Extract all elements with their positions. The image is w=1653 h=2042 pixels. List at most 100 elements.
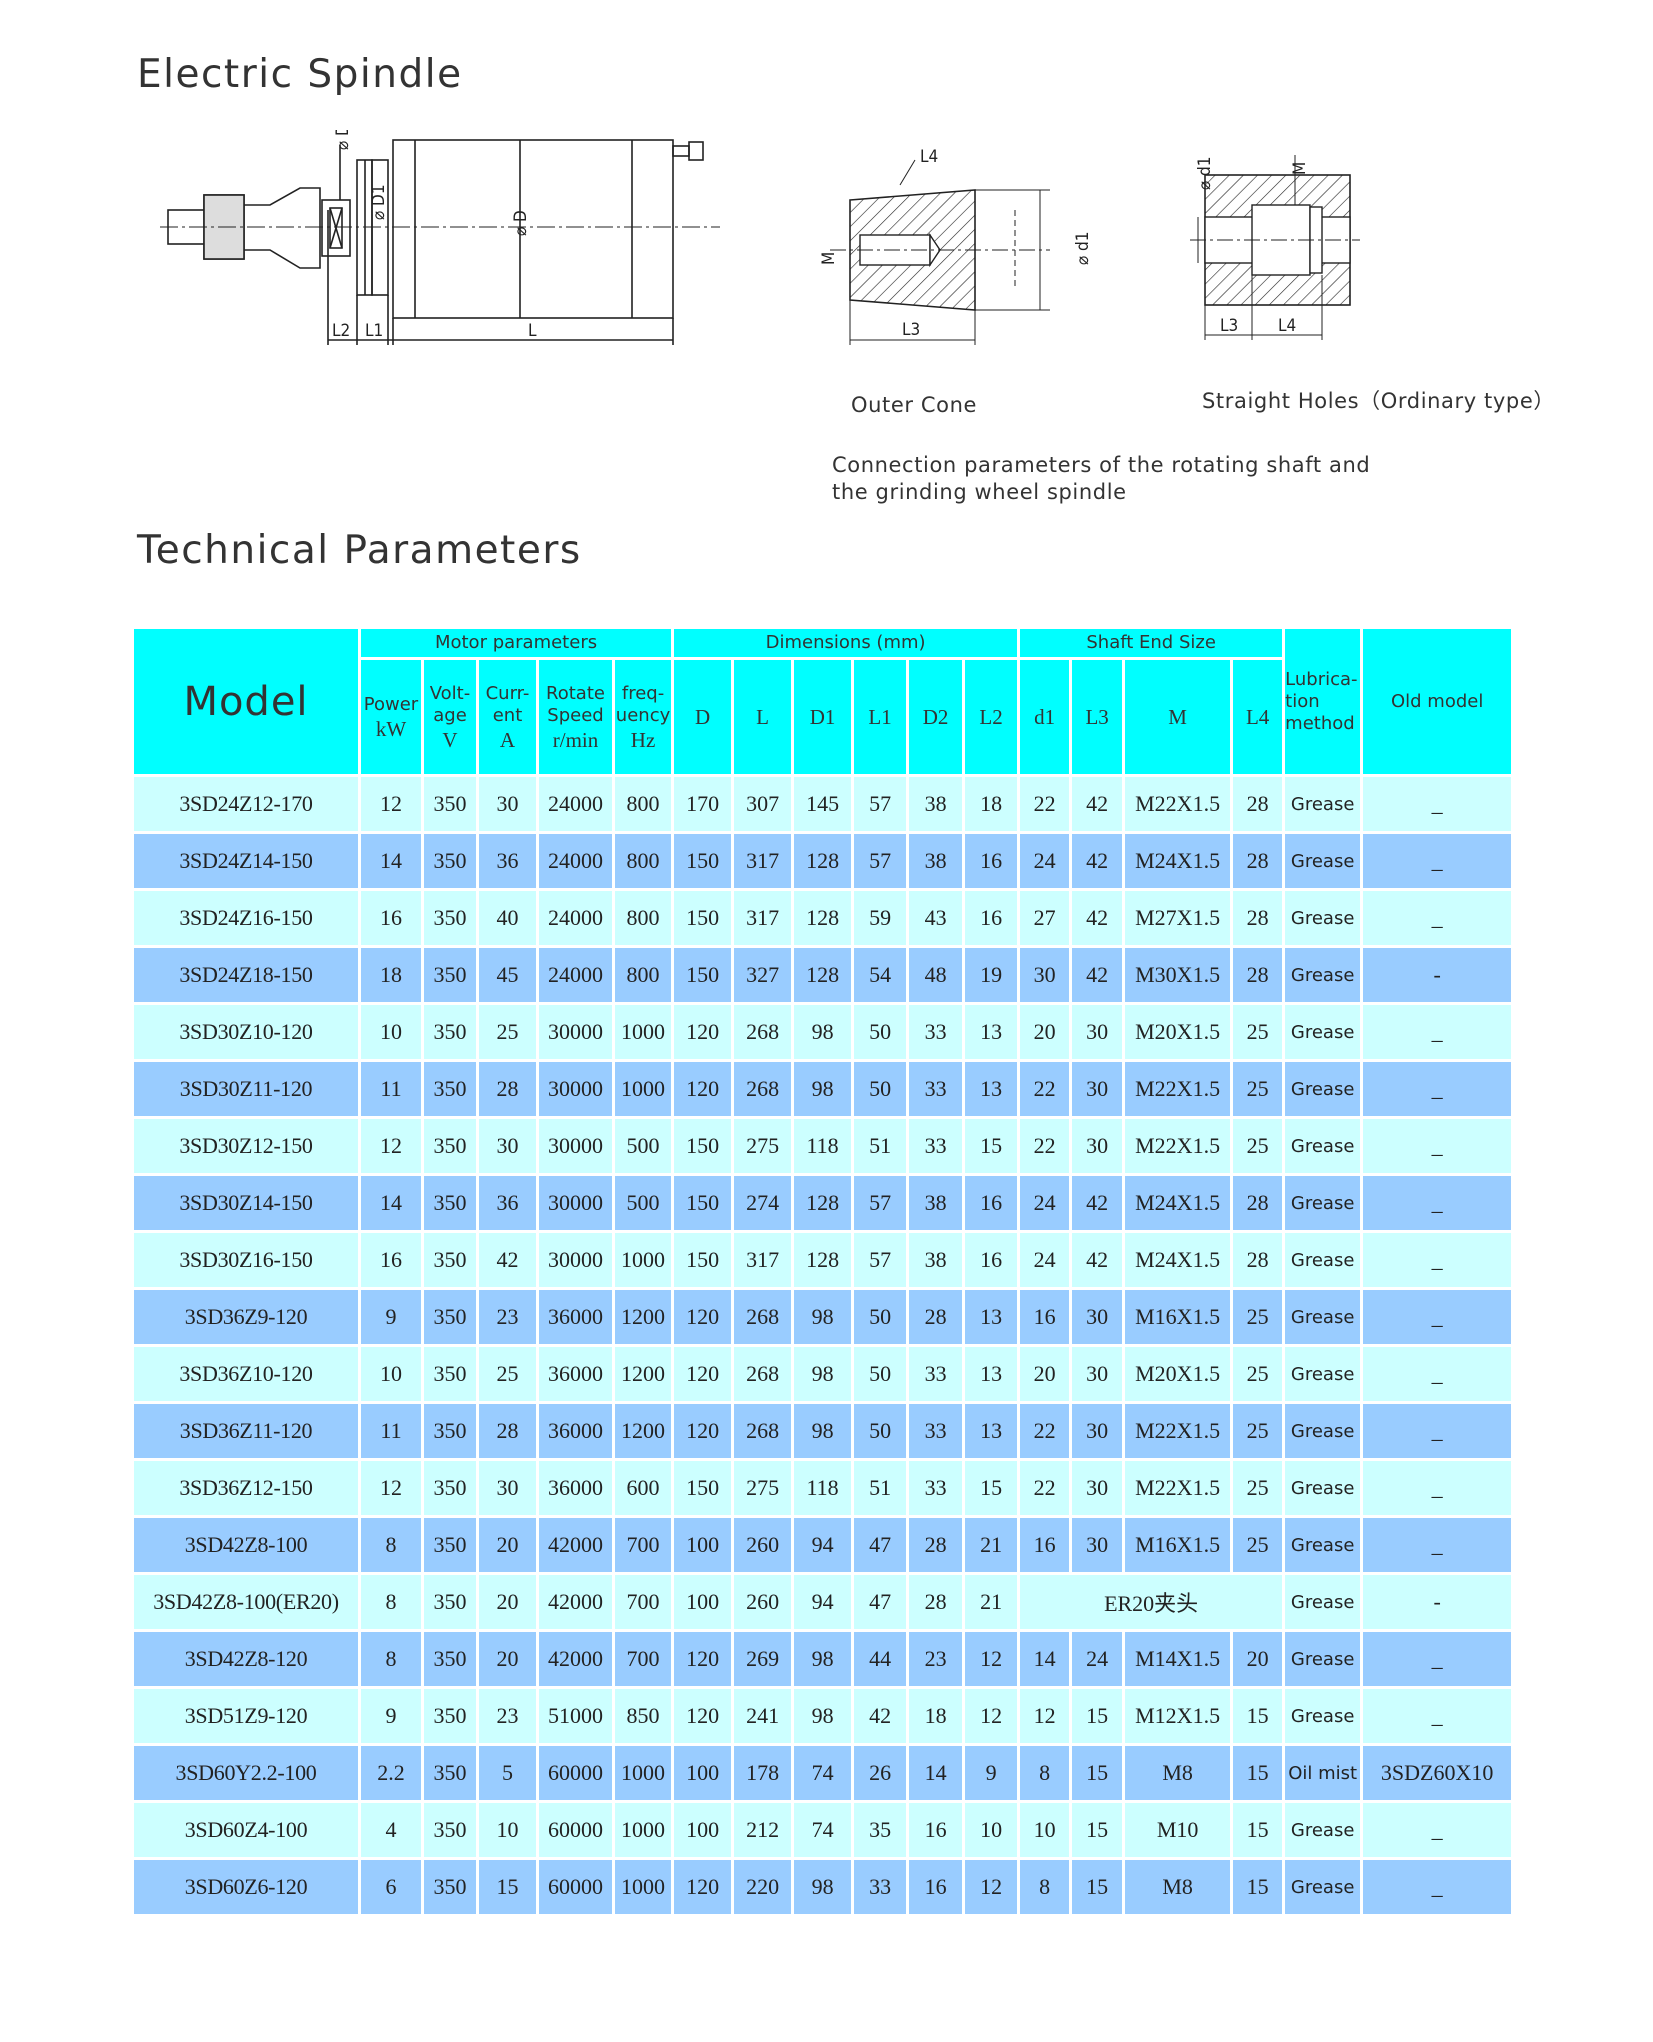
cell-L1: 54 [851, 945, 910, 1005]
table-row: 3SD60Z6-120 6 350 15 60000 1000 120 220 98 33 16 12… [131, 1857, 1515, 1917]
cell-L2: 16 [962, 1173, 1021, 1233]
cell-frequency: 1000 [611, 1743, 675, 1803]
cell-power: 9 [358, 1287, 424, 1347]
cell-model: 3SD30Z11-120 [131, 1059, 361, 1119]
cell-d1: 22 [1017, 1059, 1073, 1119]
cell-model: 3SD36Z10-120 [131, 1344, 361, 1404]
cell-power: 11 [358, 1059, 424, 1119]
cell-L4: 15 [1230, 1686, 1286, 1746]
cell-d1: 22 [1017, 1458, 1073, 1518]
cell-D1: 98 [791, 1401, 855, 1461]
cell-power: 14 [358, 1173, 424, 1233]
cell-L4: 20 [1230, 1629, 1286, 1689]
cell-D2: 16 [906, 1857, 966, 1917]
cell-old-model: _ [1360, 1287, 1515, 1347]
cell-current: 30 [476, 1116, 539, 1176]
table-row: 3SD24Z16-150 16 350 40 24000 800 150 317 128 59 43… [131, 888, 1515, 948]
cell-frequency: 800 [611, 831, 675, 891]
label-D1: ⌀ D1 [369, 184, 389, 220]
header-frequency: freq-uency Hz [611, 657, 675, 777]
cell-D: 150 [671, 1116, 735, 1176]
cell-frequency: 700 [611, 1515, 675, 1575]
header-speed: Rotate Speed r/min [536, 657, 615, 777]
cell-frequency: 1200 [611, 1401, 675, 1461]
cell-power: 2.2 [358, 1743, 424, 1803]
cell-D: 150 [671, 888, 735, 948]
cell-power: 4 [358, 1800, 424, 1860]
cell-L: 268 [731, 1287, 795, 1347]
cell-lubrication: Grease [1282, 1629, 1364, 1689]
cell-lubrication: Grease [1282, 888, 1364, 948]
header-L: L [731, 657, 795, 777]
cell-speed: 36000 [536, 1401, 615, 1461]
cell-L1: 57 [851, 831, 910, 891]
label-M: M [1290, 162, 1310, 175]
cell-M: M14X1.5 [1122, 1629, 1234, 1689]
cell-model: 3SD60Y2.2-100 [131, 1743, 361, 1803]
label-L4: L4 [920, 147, 938, 167]
cell-model: 3SD24Z14-150 [131, 831, 361, 891]
table-row: 3SD24Z12-170 12 350 30 24000 800 170 307 145 57 38… [131, 774, 1515, 834]
header-voltage: Volt-age V [421, 657, 479, 777]
cell-speed: 30000 [536, 1230, 615, 1290]
spindle-drawing: ⌀ D2 ⌀ D1 ⌀ D L2 L1 L [160, 130, 720, 345]
cell-lubrication: Grease [1282, 1287, 1364, 1347]
cell-L4: 28 [1230, 945, 1286, 1005]
technical-parameters-table: Model Motor parameters Dimensions (mm) S… [131, 626, 1515, 1917]
header-voltage-label: Volt-age [429, 683, 471, 726]
cell-current: 20 [476, 1515, 539, 1575]
cell-current: 30 [476, 1458, 539, 1518]
cell-voltage: 350 [421, 774, 479, 834]
label-d1: ⌀ d1 [1195, 156, 1215, 190]
header-lubrication: Lubrica-tion method [1282, 626, 1364, 777]
cell-D1: 128 [791, 1173, 855, 1233]
cell-lubrication: Grease [1282, 1173, 1364, 1233]
cell-power: 10 [358, 1344, 424, 1404]
cell-current: 45 [476, 945, 539, 1005]
cell-old-model: - [1360, 1572, 1515, 1632]
cell-L: 317 [731, 1230, 795, 1290]
cell-L1: 57 [851, 1173, 910, 1233]
cell-L3: 30 [1069, 1401, 1126, 1461]
cell-speed: 51000 [536, 1686, 615, 1746]
connection-note: Connection parameters of the rotating sh… [832, 452, 1370, 506]
cell-L3: 42 [1069, 831, 1126, 891]
cell-L3: 15 [1069, 1800, 1126, 1860]
cell-D1: 128 [791, 945, 855, 1005]
cell-L: 212 [731, 1800, 795, 1860]
cell-L4: 25 [1230, 1002, 1286, 1062]
header-D1: D1 [791, 657, 855, 777]
header-D: D [671, 657, 735, 777]
cell-frequency: 1000 [611, 1800, 675, 1860]
cell-lubrication: Grease [1282, 1515, 1364, 1575]
cell-lubrication: Grease [1282, 774, 1364, 834]
cell-current: 42 [476, 1230, 539, 1290]
connection-note-line2: the grinding wheel spindle [832, 480, 1127, 504]
cell-speed: 36000 [536, 1458, 615, 1518]
cell-current: 23 [476, 1686, 539, 1746]
cell-L2: 13 [962, 1059, 1021, 1119]
cell-M: M27X1.5 [1122, 888, 1234, 948]
cell-L: 268 [731, 1002, 795, 1062]
cell-D1: 94 [791, 1515, 855, 1575]
cell-L3: 30 [1069, 1059, 1126, 1119]
cell-D1: 74 [791, 1800, 855, 1860]
cell-power: 9 [358, 1686, 424, 1746]
cell-power: 18 [358, 945, 424, 1005]
cell-L3: 42 [1069, 1230, 1126, 1290]
cell-L2: 16 [962, 1230, 1021, 1290]
cell-current: 25 [476, 1344, 539, 1404]
cell-D1: 128 [791, 831, 855, 891]
cell-L4: 25 [1230, 1401, 1286, 1461]
cell-d1: 22 [1017, 774, 1073, 834]
cell-L: 220 [731, 1857, 795, 1917]
cell-M: M22X1.5 [1122, 1401, 1234, 1461]
cell-M: M12X1.5 [1122, 1686, 1234, 1746]
cell-voltage: 350 [421, 1572, 479, 1632]
cell-current: 28 [476, 1401, 539, 1461]
cell-lubrication: Grease [1282, 1686, 1364, 1746]
cell-L1: 59 [851, 888, 910, 948]
cell-L2: 16 [962, 888, 1021, 948]
cell-speed: 24000 [536, 831, 615, 891]
cell-D: 100 [671, 1743, 735, 1803]
